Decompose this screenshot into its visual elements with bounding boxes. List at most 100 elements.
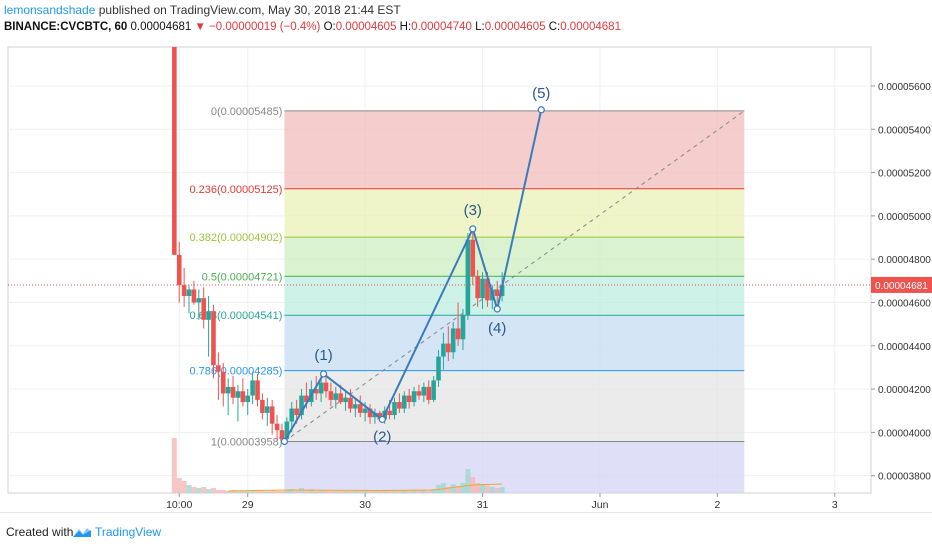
candle-body xyxy=(494,289,500,296)
volume-bar xyxy=(445,487,451,493)
fib-level-label: 0(0.00005485) xyxy=(211,106,283,118)
candle-body xyxy=(421,386,427,396)
candle-body xyxy=(284,421,290,439)
candle-body xyxy=(431,380,436,400)
candle-body xyxy=(191,289,197,303)
candle-body xyxy=(216,365,221,372)
volume-ma-line xyxy=(228,483,503,492)
volume-bar xyxy=(480,484,486,493)
fib-level-label: 0.5(0.00004721) xyxy=(202,271,283,283)
volume-bar xyxy=(240,491,246,493)
wave-point xyxy=(280,437,289,446)
wave-point xyxy=(378,415,386,423)
footer: Created with TradingView xyxy=(0,512,932,551)
candle-body xyxy=(392,402,397,416)
candle-body xyxy=(387,410,392,416)
volume-bar xyxy=(357,491,363,493)
candle-body xyxy=(225,386,231,394)
fib-level-label: 0.382(0.00004902) xyxy=(189,232,282,244)
last-price: 0.00004681 xyxy=(130,21,192,33)
fib-zone xyxy=(284,237,745,277)
price-tick-label: 0.00005200 xyxy=(878,169,931,180)
price-tick-label: 0.00005000 xyxy=(878,212,931,223)
price-tick-label: 0.00003800 xyxy=(878,472,931,483)
volume-bar xyxy=(416,491,422,493)
candle-body xyxy=(264,406,270,413)
wave-label: (5) xyxy=(532,85,550,102)
volume-bar xyxy=(220,490,226,493)
volume-bar xyxy=(343,491,349,493)
volume-bar xyxy=(313,491,319,493)
volume-bar xyxy=(289,489,295,493)
volume-bar xyxy=(372,491,378,493)
tradingview-brand-link[interactable]: TradingView xyxy=(95,525,162,539)
candle-body xyxy=(279,430,285,439)
price-tick-label: 0.00004000 xyxy=(878,428,931,439)
candle-body xyxy=(186,289,192,296)
fib-zone xyxy=(284,315,745,371)
candle-body xyxy=(348,397,353,409)
volume-bar xyxy=(406,491,412,493)
volume-bar xyxy=(465,469,471,493)
wave-label: (2) xyxy=(373,428,391,445)
candle-body xyxy=(460,315,466,340)
volume-bar xyxy=(338,491,344,493)
volume-bar xyxy=(250,491,256,493)
tradingview-logo-icon xyxy=(73,528,91,537)
volume-bar xyxy=(450,484,456,493)
price-tick-label: 0.00005400 xyxy=(878,125,931,136)
candle-body xyxy=(240,391,246,403)
last-price-tag-label: 0.00004681 xyxy=(875,281,928,292)
volume-bar xyxy=(210,488,216,493)
time-tick-label: 2 xyxy=(714,499,720,511)
fib-level-label: 0.786(0.00004285) xyxy=(189,366,282,378)
price-chart[interactable]: 0(0.00005485) 0.236(0.00005125) 0.382(0.00… xyxy=(0,40,932,512)
candle-body xyxy=(377,412,383,420)
volume-bar xyxy=(225,491,231,493)
username-link[interactable]: lemonsandshade xyxy=(4,3,96,17)
volume-bar xyxy=(255,491,261,493)
volume-bar xyxy=(294,491,300,493)
volume-bar xyxy=(176,478,182,493)
price-tick-label: 0.00004400 xyxy=(878,342,931,353)
published-text: published on TradingView.com, May 30, 20… xyxy=(95,3,401,17)
volume-bar xyxy=(269,490,275,493)
volume-bar xyxy=(455,486,461,493)
candle-body xyxy=(455,328,461,340)
low-value: 0.00004605 xyxy=(484,21,546,33)
candle-body xyxy=(367,408,373,418)
volume-bar xyxy=(303,490,309,493)
wave-point xyxy=(469,225,477,233)
volume-bar xyxy=(279,491,285,493)
volume-bar xyxy=(352,491,358,493)
volume-bar xyxy=(362,491,368,493)
candle-body xyxy=(416,391,422,396)
volume-bar xyxy=(421,490,427,493)
volume-bar xyxy=(391,490,397,493)
candle-body xyxy=(260,399,265,413)
wave-point xyxy=(319,370,328,378)
volume-bar xyxy=(377,491,383,493)
volume-bar xyxy=(475,483,481,493)
open-value: 0.00004605 xyxy=(335,21,397,33)
candle-body xyxy=(196,298,202,303)
price-change: −0.00000019 (−0.4%) xyxy=(209,21,321,33)
candle-body xyxy=(299,395,304,416)
candle-body xyxy=(406,395,412,403)
candle-body xyxy=(465,239,471,316)
candle-body xyxy=(181,285,187,296)
volume-bar xyxy=(426,491,432,493)
volume-bar xyxy=(484,486,490,493)
volume-bar xyxy=(367,491,373,493)
candle-body xyxy=(294,408,299,416)
candle-body xyxy=(426,386,432,400)
price-tick-label: 0.00004800 xyxy=(878,255,931,266)
wave-label: (4) xyxy=(488,320,506,337)
volume-bar xyxy=(411,490,417,493)
open-label: O: xyxy=(323,21,336,33)
candle-body xyxy=(372,412,378,418)
candle-body xyxy=(480,278,485,299)
candle-body xyxy=(201,298,206,320)
candle-body xyxy=(255,380,260,400)
wave-label: (1) xyxy=(314,347,332,364)
